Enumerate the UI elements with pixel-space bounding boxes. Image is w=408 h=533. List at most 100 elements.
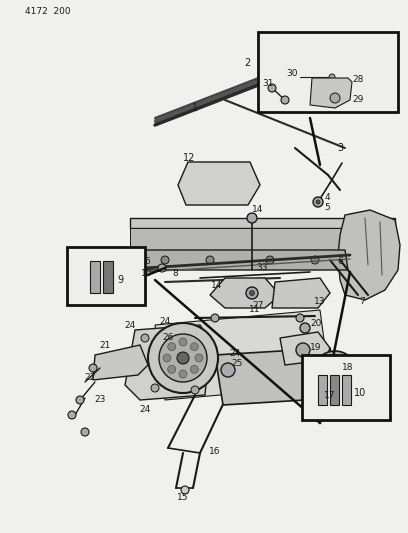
Circle shape	[190, 343, 198, 351]
Circle shape	[313, 351, 357, 395]
Circle shape	[250, 290, 255, 295]
Polygon shape	[125, 325, 210, 400]
Text: 11: 11	[249, 305, 261, 314]
Circle shape	[179, 370, 187, 378]
Text: 26: 26	[162, 334, 174, 343]
Polygon shape	[215, 348, 338, 405]
Circle shape	[211, 314, 219, 322]
Circle shape	[177, 352, 189, 364]
Text: 6: 6	[144, 257, 150, 266]
Bar	[302, 355, 390, 420]
Circle shape	[296, 343, 310, 357]
Circle shape	[221, 363, 235, 377]
Polygon shape	[143, 250, 348, 270]
Circle shape	[81, 428, 89, 436]
Text: 10: 10	[141, 270, 153, 279]
Circle shape	[266, 256, 274, 264]
Text: 4172  200: 4172 200	[25, 7, 71, 17]
Bar	[342, 375, 351, 405]
Circle shape	[296, 314, 304, 322]
Text: 24: 24	[229, 349, 241, 358]
Text: 3: 3	[337, 143, 343, 153]
Circle shape	[247, 213, 257, 223]
Text: 15: 15	[177, 492, 189, 502]
Circle shape	[246, 287, 258, 299]
Circle shape	[159, 334, 207, 382]
Text: 7: 7	[359, 297, 365, 306]
Polygon shape	[130, 218, 395, 228]
Circle shape	[76, 396, 84, 404]
Text: 22: 22	[84, 374, 95, 383]
Circle shape	[179, 338, 187, 346]
Text: 13: 13	[314, 297, 326, 306]
Circle shape	[316, 200, 320, 204]
Text: 1: 1	[192, 103, 198, 113]
Circle shape	[268, 84, 276, 92]
Text: 8: 8	[172, 270, 178, 279]
Text: 31: 31	[262, 78, 274, 87]
Text: 25: 25	[231, 359, 243, 367]
Text: 21: 21	[99, 341, 111, 350]
Text: 30: 30	[286, 69, 298, 77]
Text: 14: 14	[252, 206, 264, 214]
Text: 24: 24	[124, 320, 135, 329]
Text: 4: 4	[324, 193, 330, 203]
Bar	[330, 375, 339, 405]
Circle shape	[195, 354, 203, 362]
Circle shape	[206, 256, 214, 264]
Circle shape	[161, 256, 169, 264]
Polygon shape	[310, 78, 352, 108]
Circle shape	[148, 323, 218, 393]
Circle shape	[330, 93, 340, 103]
Circle shape	[329, 367, 341, 379]
Text: 20: 20	[310, 319, 322, 328]
Circle shape	[68, 411, 76, 419]
Circle shape	[300, 323, 310, 333]
Circle shape	[168, 365, 176, 373]
Circle shape	[141, 334, 149, 342]
Polygon shape	[210, 278, 280, 308]
Bar	[67, 247, 145, 305]
Text: 23: 23	[94, 395, 106, 405]
Circle shape	[89, 364, 97, 372]
Polygon shape	[272, 278, 330, 308]
Polygon shape	[130, 228, 395, 250]
Text: 5: 5	[324, 204, 330, 213]
Text: 16: 16	[209, 448, 221, 456]
Polygon shape	[93, 345, 148, 380]
Text: 6: 6	[337, 257, 343, 266]
Circle shape	[163, 354, 171, 362]
Circle shape	[191, 386, 199, 394]
Circle shape	[329, 74, 335, 80]
Circle shape	[311, 256, 319, 264]
Text: 27: 27	[252, 301, 264, 310]
Bar	[103, 261, 113, 293]
Circle shape	[158, 264, 166, 272]
Polygon shape	[155, 310, 330, 400]
Circle shape	[181, 486, 189, 494]
Circle shape	[321, 359, 349, 387]
Polygon shape	[280, 332, 330, 365]
Bar	[90, 261, 100, 293]
Text: 28: 28	[353, 76, 364, 85]
Text: 18: 18	[342, 364, 354, 373]
Text: 19: 19	[310, 343, 322, 352]
Text: 17: 17	[324, 391, 336, 400]
Text: 10: 10	[354, 388, 366, 398]
Text: 12: 12	[183, 153, 195, 163]
Polygon shape	[338, 210, 400, 300]
Text: 2: 2	[244, 58, 250, 68]
Text: 24: 24	[140, 406, 151, 415]
Bar	[318, 375, 327, 405]
Polygon shape	[178, 162, 260, 205]
Bar	[258, 32, 398, 112]
Circle shape	[281, 96, 289, 104]
Text: 24: 24	[160, 318, 171, 327]
Text: 29: 29	[353, 95, 364, 104]
Circle shape	[190, 365, 198, 373]
Text: 33: 33	[256, 263, 268, 272]
Text: 9: 9	[117, 275, 123, 285]
Text: 14: 14	[211, 280, 223, 289]
Circle shape	[313, 197, 323, 207]
Circle shape	[151, 384, 159, 392]
